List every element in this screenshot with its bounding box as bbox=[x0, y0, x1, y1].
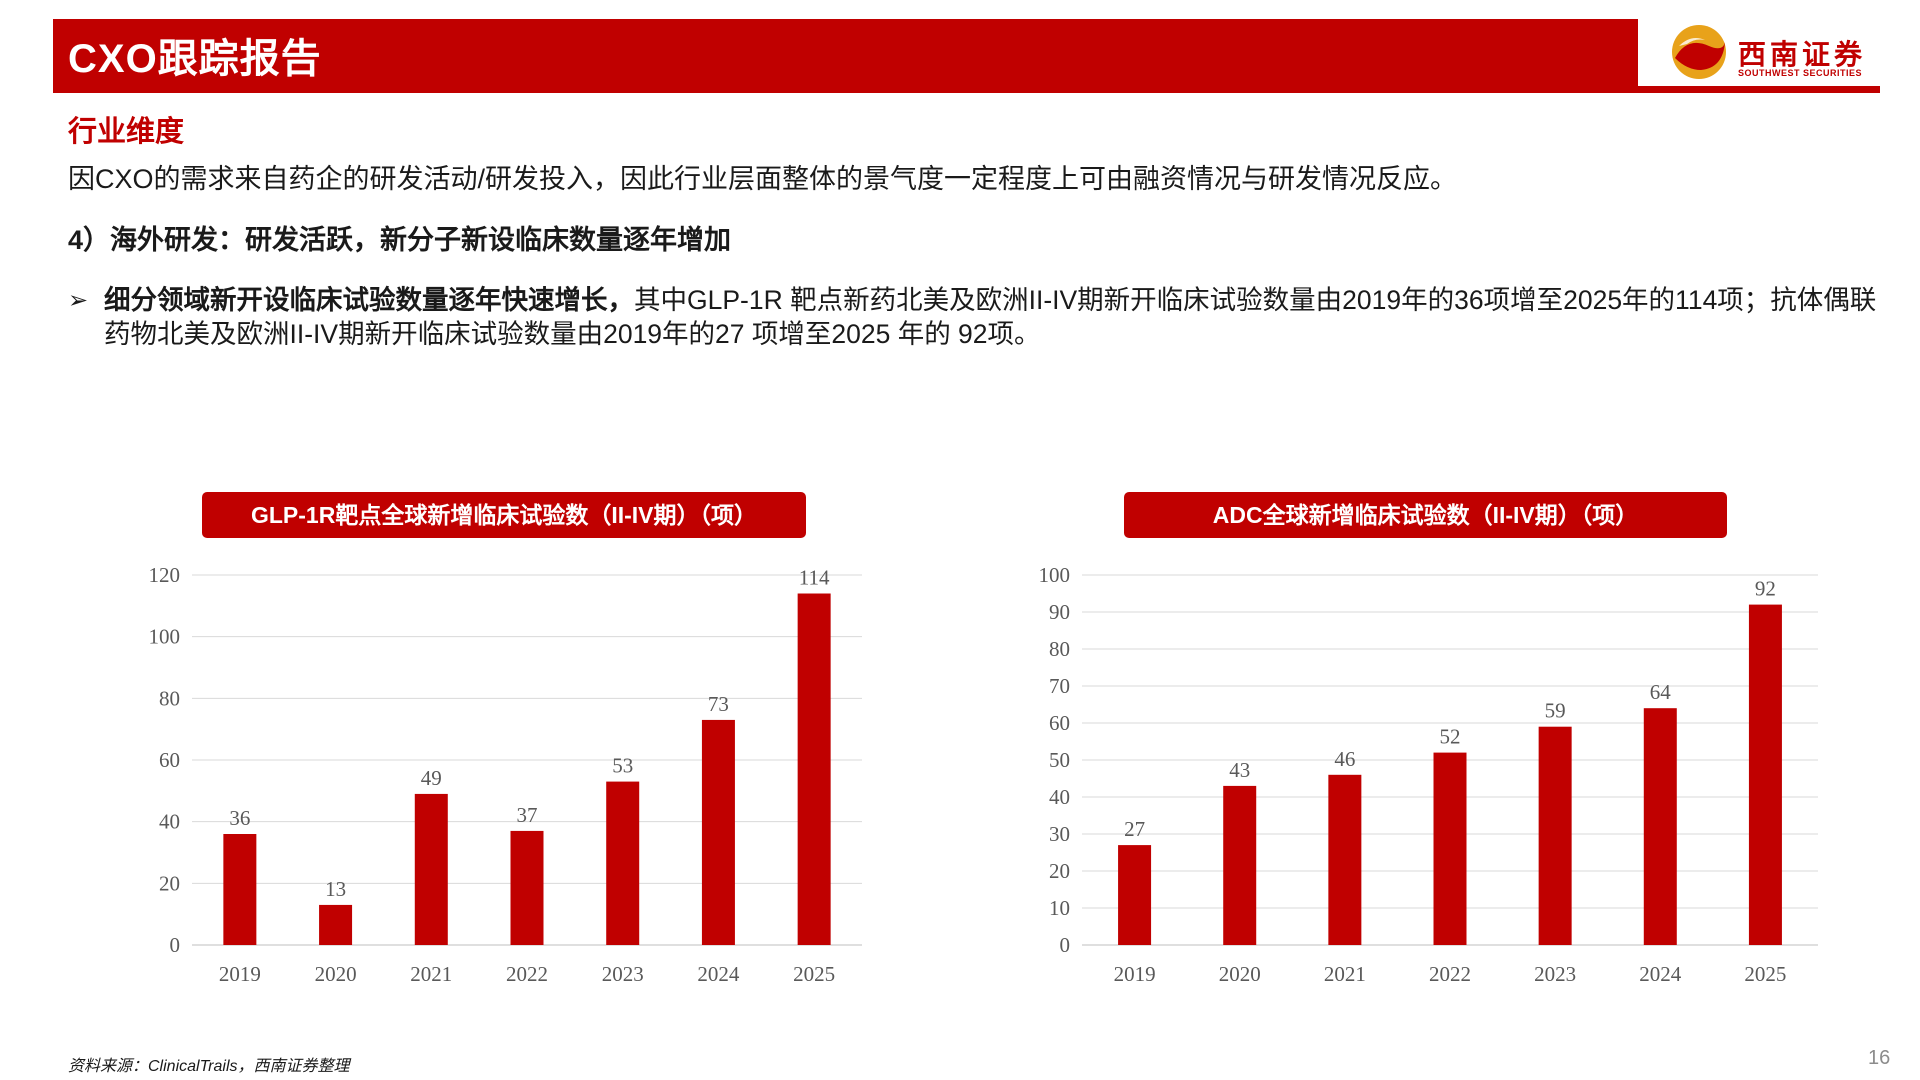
y-tick-label: 100 bbox=[1039, 563, 1071, 587]
x-tick-label: 2023 bbox=[602, 962, 644, 986]
x-tick-label: 2025 bbox=[793, 962, 835, 986]
bullet-text: 细分领域新开设临床试验数量逐年快速增长，其中GLP-1R 靶点新药北美及欧洲II… bbox=[104, 283, 1894, 351]
bar bbox=[701, 719, 735, 945]
data-label: 27 bbox=[1124, 817, 1145, 841]
chart-adc: 0 10 20 30 40 50 60 70 80 90 100 27 2019 43 2020 46 2021… bbox=[1039, 563, 1818, 986]
bullet-bold-text: 细分领域新开设临床试验数量逐年快速增长， bbox=[104, 285, 634, 315]
bar bbox=[797, 593, 831, 945]
header-underline bbox=[53, 86, 1880, 93]
bar bbox=[1223, 785, 1257, 945]
data-label: 43 bbox=[1229, 758, 1250, 782]
y-tick-label: 10 bbox=[1049, 896, 1070, 920]
x-tick-label: 2019 bbox=[219, 962, 261, 986]
x-tick-label: 2022 bbox=[506, 962, 548, 986]
data-label: 73 bbox=[708, 692, 729, 716]
source-note: 资料来源：ClinicalTrails，西南证券整理 bbox=[68, 1058, 350, 1075]
bar bbox=[1433, 752, 1467, 945]
sun-swirl-logo-icon bbox=[1672, 25, 1726, 79]
arrow-bullet-icon: ➢ bbox=[68, 287, 89, 314]
chart-title-adc: ADC全球新增临床试验数（II-IV期）（项） bbox=[1124, 492, 1727, 538]
y-tick-label: 90 bbox=[1049, 600, 1070, 624]
header-bar bbox=[53, 19, 1638, 93]
data-label: 46 bbox=[1334, 747, 1355, 771]
data-label: 13 bbox=[325, 877, 346, 901]
y-tick-label: 20 bbox=[1049, 859, 1070, 883]
y-tick-label: 40 bbox=[159, 810, 180, 834]
logo-name-cn: 西南证券 bbox=[1738, 38, 1867, 71]
x-tick-label: 2020 bbox=[315, 962, 357, 986]
data-label: 49 bbox=[421, 766, 442, 790]
y-tick-label: 0 bbox=[170, 933, 181, 957]
logo bbox=[1672, 25, 1726, 79]
bullet-body-text: 其中GLP-1R 靶点新药北美及欧洲II-IV期新开临床试验数量由2019年的3… bbox=[104, 285, 1877, 349]
bar bbox=[606, 781, 640, 945]
x-tick-label: 2021 bbox=[410, 962, 452, 986]
data-label: 36 bbox=[229, 806, 250, 830]
y-tick-label: 0 bbox=[1060, 933, 1071, 957]
x-tick-label: 2021 bbox=[1324, 962, 1366, 986]
y-tick-label: 30 bbox=[1049, 822, 1070, 846]
x-tick-label: 2020 bbox=[1219, 962, 1261, 986]
logo-name-en: SOUTHWEST SECURITIES bbox=[1738, 68, 1863, 78]
bar bbox=[510, 830, 544, 945]
data-label: 52 bbox=[1440, 725, 1461, 749]
section-title: 行业维度 bbox=[68, 116, 185, 148]
y-tick-label: 80 bbox=[1049, 637, 1070, 661]
y-tick-label: 40 bbox=[1049, 785, 1070, 809]
data-label: 114 bbox=[799, 566, 830, 590]
bar bbox=[1328, 774, 1362, 945]
subtitle: 4）海外研发：研发活跃，新分子新设临床数量逐年增加 bbox=[68, 225, 732, 255]
y-tick-label: 60 bbox=[159, 748, 180, 772]
y-tick-label: 80 bbox=[159, 686, 180, 710]
y-tick-label: 120 bbox=[149, 563, 181, 587]
bar bbox=[223, 834, 257, 945]
bar bbox=[1748, 604, 1782, 945]
page-title: CXO跟踪报告 bbox=[68, 37, 322, 81]
bar bbox=[414, 793, 448, 945]
x-tick-label: 2025 bbox=[1744, 962, 1786, 986]
data-label: 92 bbox=[1755, 577, 1776, 601]
data-label: 64 bbox=[1650, 680, 1672, 704]
y-tick-label: 20 bbox=[159, 871, 180, 895]
intro-text: 因CXO的需求来自药企的研发活动/研发投入，因此行业层面整体的景气度一定程度上可… bbox=[68, 164, 1458, 194]
y-tick-label: 100 bbox=[149, 625, 181, 649]
bar bbox=[319, 904, 353, 945]
x-tick-label: 2019 bbox=[1114, 962, 1156, 986]
y-tick-label: 70 bbox=[1049, 674, 1070, 698]
x-tick-label: 2024 bbox=[1639, 962, 1682, 986]
page-number: 16 bbox=[1868, 1047, 1891, 1069]
y-tick-label: 50 bbox=[1049, 748, 1070, 772]
bar bbox=[1118, 845, 1152, 945]
data-label: 59 bbox=[1545, 699, 1566, 723]
data-label: 53 bbox=[612, 754, 633, 778]
data-label: 37 bbox=[517, 803, 538, 827]
bar bbox=[1643, 708, 1677, 945]
chart-glp1r: 0 20 40 60 80 100 120 36 2019 13 2020 49 2021 37 2022 5… bbox=[149, 563, 862, 986]
chart-title-glp1r: GLP-1R靶点全球新增临床试验数（II-IV期）（项） bbox=[202, 492, 806, 538]
bar bbox=[1538, 726, 1572, 945]
y-tick-label: 60 bbox=[1049, 711, 1070, 735]
x-tick-label: 2024 bbox=[697, 962, 740, 986]
x-tick-label: 2023 bbox=[1534, 962, 1576, 986]
x-tick-label: 2022 bbox=[1429, 962, 1471, 986]
